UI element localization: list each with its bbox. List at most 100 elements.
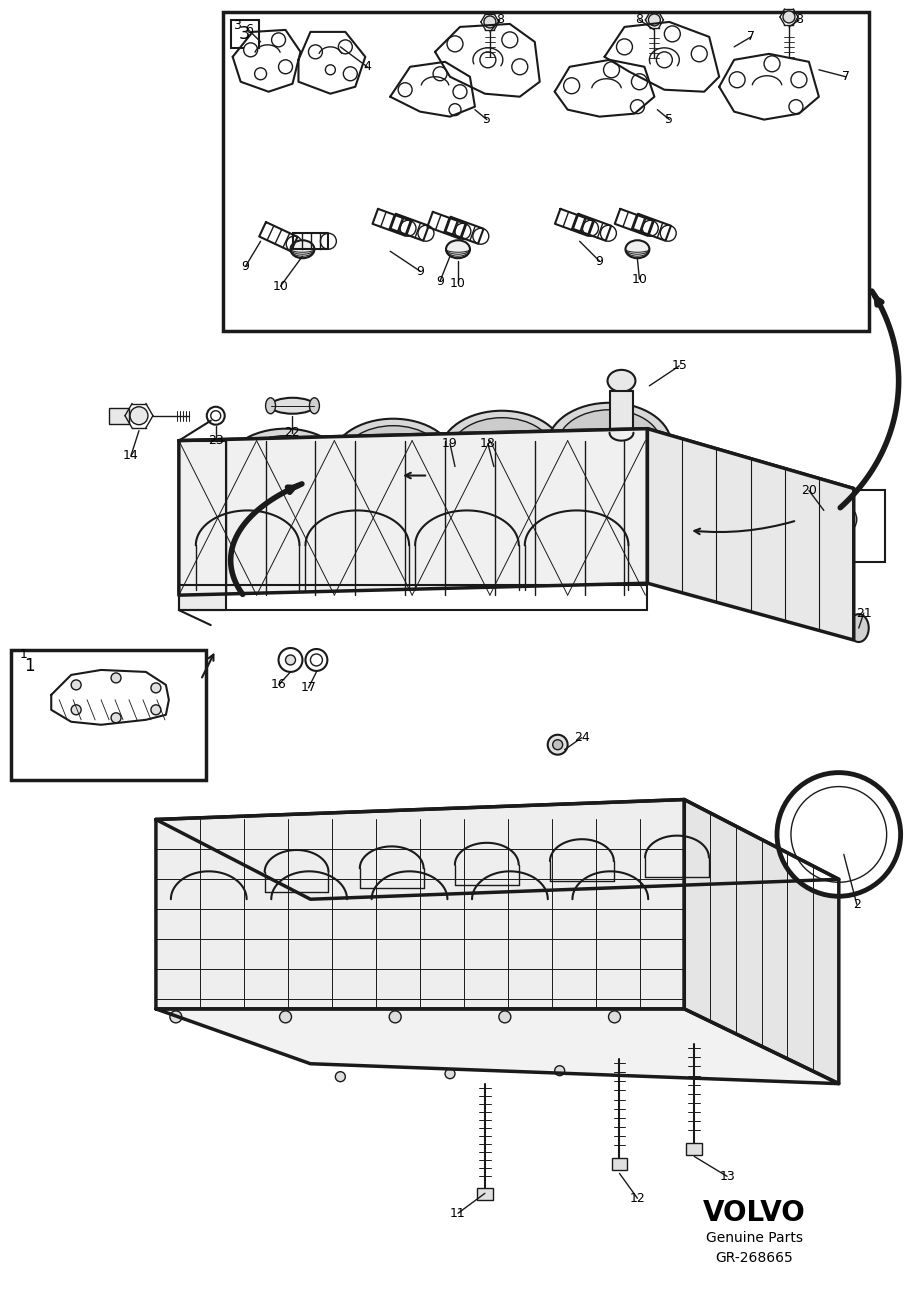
Ellipse shape <box>764 56 780 71</box>
Ellipse shape <box>453 84 467 99</box>
Ellipse shape <box>224 429 347 512</box>
Ellipse shape <box>609 1011 621 1022</box>
Text: 18: 18 <box>480 438 496 451</box>
Ellipse shape <box>335 1072 345 1082</box>
Ellipse shape <box>244 43 257 57</box>
Ellipse shape <box>564 78 580 94</box>
Polygon shape <box>178 429 853 505</box>
Ellipse shape <box>310 397 320 413</box>
Ellipse shape <box>272 32 285 47</box>
Text: 7: 7 <box>842 70 850 83</box>
Ellipse shape <box>512 58 528 75</box>
Text: 3: 3 <box>233 19 241 32</box>
Ellipse shape <box>583 221 599 236</box>
Ellipse shape <box>447 36 463 52</box>
Ellipse shape <box>548 735 568 755</box>
Ellipse shape <box>286 236 303 252</box>
Ellipse shape <box>418 225 434 242</box>
Ellipse shape <box>603 62 620 78</box>
Ellipse shape <box>841 508 857 530</box>
Ellipse shape <box>473 229 488 244</box>
Ellipse shape <box>378 446 408 475</box>
Ellipse shape <box>791 787 887 882</box>
Ellipse shape <box>311 653 323 666</box>
Ellipse shape <box>193 568 208 583</box>
Bar <box>612 1159 628 1170</box>
Ellipse shape <box>660 225 676 242</box>
Text: 15: 15 <box>671 360 688 373</box>
Text: 14: 14 <box>123 449 139 462</box>
Ellipse shape <box>791 71 807 88</box>
Ellipse shape <box>783 10 795 23</box>
Text: 9: 9 <box>242 260 249 273</box>
Bar <box>797 491 884 562</box>
Ellipse shape <box>601 225 616 242</box>
Ellipse shape <box>308 45 323 58</box>
Text: 24: 24 <box>573 731 590 744</box>
Ellipse shape <box>111 673 121 683</box>
Ellipse shape <box>487 438 516 468</box>
Ellipse shape <box>291 240 314 259</box>
Ellipse shape <box>151 683 161 692</box>
Ellipse shape <box>554 1065 564 1076</box>
Ellipse shape <box>445 1069 455 1078</box>
Ellipse shape <box>452 475 472 495</box>
Ellipse shape <box>446 240 470 259</box>
Ellipse shape <box>207 407 225 425</box>
Text: 1: 1 <box>24 657 34 675</box>
Bar <box>223 12 869 331</box>
Ellipse shape <box>608 370 635 392</box>
Ellipse shape <box>72 679 82 690</box>
Ellipse shape <box>285 655 295 665</box>
Ellipse shape <box>622 556 638 573</box>
Ellipse shape <box>111 713 121 722</box>
Ellipse shape <box>480 52 496 68</box>
Ellipse shape <box>622 444 638 461</box>
Text: GR-268665: GR-268665 <box>715 1251 793 1265</box>
Ellipse shape <box>558 409 661 479</box>
Ellipse shape <box>305 650 327 672</box>
Ellipse shape <box>398 83 412 96</box>
Ellipse shape <box>488 472 512 495</box>
Ellipse shape <box>499 1011 511 1022</box>
Ellipse shape <box>390 1011 401 1022</box>
Ellipse shape <box>211 410 221 421</box>
Ellipse shape <box>664 26 680 42</box>
Bar <box>231 19 258 48</box>
Polygon shape <box>156 800 684 1009</box>
Ellipse shape <box>255 68 266 79</box>
Text: 8: 8 <box>795 13 803 26</box>
Text: 5: 5 <box>483 113 491 126</box>
Text: 9: 9 <box>595 255 603 268</box>
Ellipse shape <box>819 501 839 530</box>
Polygon shape <box>648 429 853 640</box>
Text: 4: 4 <box>363 60 371 73</box>
Ellipse shape <box>616 39 632 55</box>
Ellipse shape <box>656 52 672 68</box>
Bar <box>686 1143 702 1155</box>
Text: 23: 23 <box>207 434 224 447</box>
Ellipse shape <box>502 32 518 48</box>
Ellipse shape <box>553 739 563 750</box>
Text: 16: 16 <box>271 678 286 691</box>
Ellipse shape <box>169 1011 182 1022</box>
Polygon shape <box>178 440 226 611</box>
Ellipse shape <box>631 100 644 113</box>
Polygon shape <box>156 1009 839 1083</box>
Polygon shape <box>178 429 648 595</box>
Text: VOLVO: VOLVO <box>703 1199 805 1228</box>
Ellipse shape <box>789 100 803 113</box>
Ellipse shape <box>494 478 506 490</box>
Text: 22: 22 <box>284 426 301 439</box>
Ellipse shape <box>433 66 447 81</box>
Text: 9: 9 <box>416 265 424 278</box>
Ellipse shape <box>691 45 708 62</box>
Ellipse shape <box>72 705 82 714</box>
Text: 20: 20 <box>801 485 817 498</box>
Text: 10: 10 <box>631 273 648 286</box>
Ellipse shape <box>642 221 659 236</box>
Text: 8: 8 <box>496 13 504 26</box>
Polygon shape <box>156 800 839 899</box>
Text: 6: 6 <box>245 23 253 36</box>
Text: 11: 11 <box>450 1207 466 1220</box>
